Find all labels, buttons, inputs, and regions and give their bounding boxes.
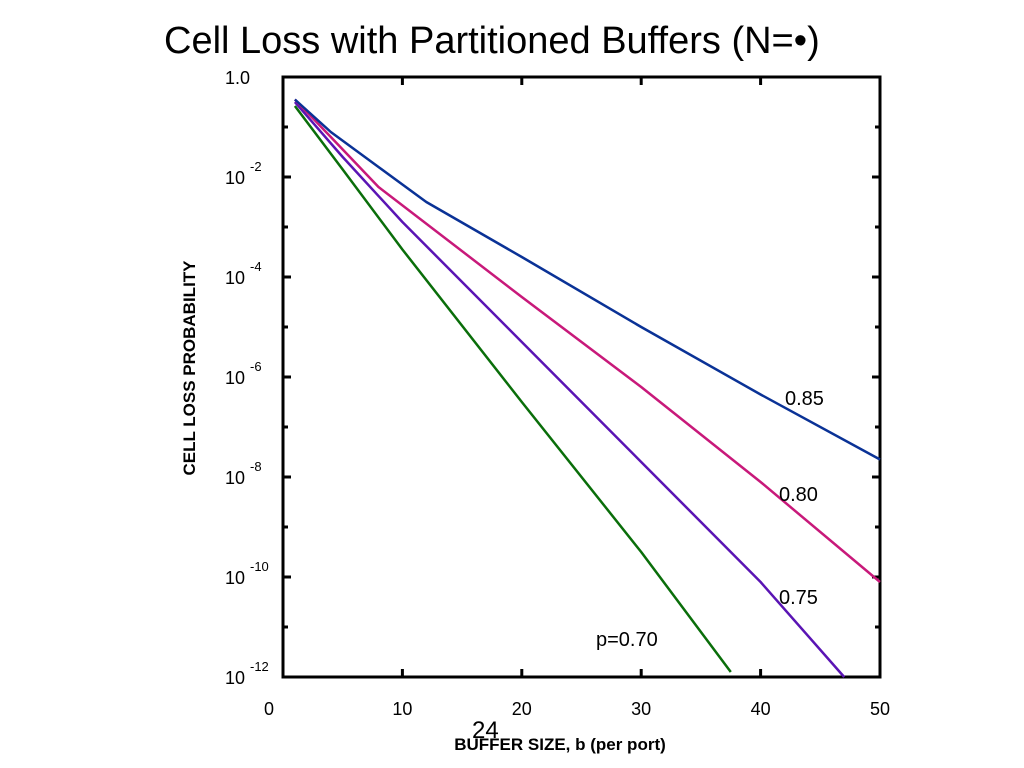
x-tick-label: 40 <box>751 699 771 719</box>
x-tick-label: 0 <box>264 699 274 719</box>
series-label-0-85: 0.85 <box>785 388 824 410</box>
y-tick-exponent: -4 <box>250 259 262 274</box>
x-axis-label: BUFFER SIZE, b (per port) <box>454 735 666 754</box>
series-line-0-75 <box>293 101 846 678</box>
y-tick-label: 10 <box>225 168 245 188</box>
y-tick-label: 10 <box>225 568 245 588</box>
y-tick-exponent: -2 <box>250 159 262 174</box>
y-axis-ticks: 1.0 10 -2 10 -4 10 -6 10 -8 10 -10 10 -12 <box>225 68 880 688</box>
y-tick-exponent: -8 <box>250 459 262 474</box>
series-label-p-0-70: p=0.70 <box>596 629 658 651</box>
chart-title-symbol: • <box>794 20 807 62</box>
y-tick-exponent: -12 <box>250 659 269 674</box>
series-line-0-80 <box>293 98 881 583</box>
page-number: 24 <box>472 717 499 744</box>
x-tick-label: 50 <box>870 699 890 719</box>
chart-title-close: ) <box>807 20 820 62</box>
y-tick-label: 10 <box>225 268 245 288</box>
chart-title-text: Cell Loss with Partitioned Buffers (N= <box>164 20 794 62</box>
series-line-p-0-70 <box>293 105 732 673</box>
x-tick-label: 30 <box>631 699 651 719</box>
x-tick-label: 20 <box>512 699 532 719</box>
series-lines <box>293 98 881 678</box>
y-tick-exponent: -10 <box>250 559 269 574</box>
chart-title: Cell Loss with Partitioned Buffers (N=•) <box>164 20 820 62</box>
y-tick-label: 10 <box>225 668 245 688</box>
series-label-0-75: 0.75 <box>779 587 818 609</box>
series-label-0-80: 0.80 <box>779 484 818 506</box>
y-axis-label: CELL LOSS PROBABILITY <box>180 260 199 476</box>
x-tick-label: 10 <box>392 699 412 719</box>
y-tick-label: 10 <box>225 468 245 488</box>
y-tick-label: 10 <box>225 368 245 388</box>
series-line-0-85 <box>294 98 881 461</box>
x-axis-ticks: 0 10 20 30 40 50 <box>264 77 890 719</box>
y-tick-label: 1.0 <box>225 68 250 88</box>
y-tick-exponent: -6 <box>250 359 262 374</box>
